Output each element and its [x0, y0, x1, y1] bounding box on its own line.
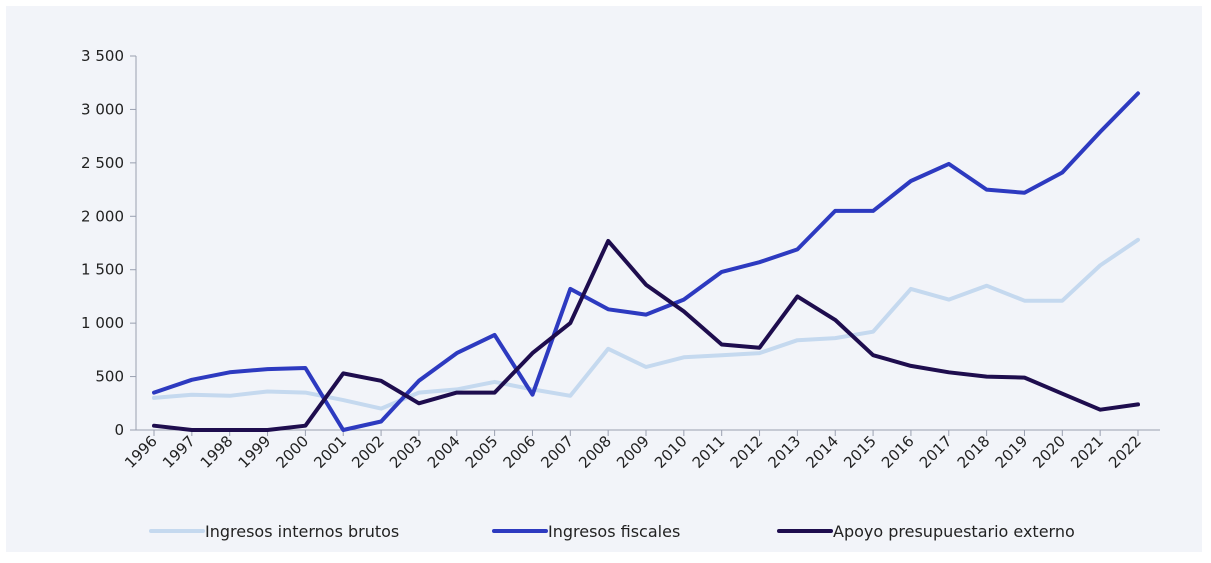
legend: Ingresos internos brutos Ingresos fiscale…: [149, 522, 1075, 541]
y-tick-label: 2 000: [81, 207, 124, 225]
x-tick-label: 2021: [1067, 432, 1107, 472]
x-tick-label: 1998: [197, 432, 237, 472]
x-tick-label: 2020: [1029, 432, 1069, 472]
x-tick-label: 2011: [689, 432, 729, 472]
y-tick-label: 0: [114, 421, 124, 439]
x-tick-label: 2013: [764, 432, 804, 472]
x-tick-label: 2006: [500, 432, 540, 472]
series-line-1: [152, 237, 1140, 411]
series-line-2: [152, 91, 1140, 432]
x-tick-label: 2002: [348, 432, 388, 472]
x-tick-label: 2008: [575, 432, 615, 472]
x-axis-ticks: 1996199719981999200020012002200320042005…: [121, 430, 1145, 472]
y-axis-ticks: 0 500 1 000 1 500 2 000 2 500 3 000 3 500: [81, 47, 136, 439]
x-tick-label: 2003: [386, 432, 426, 472]
x-tick-label: 2016: [878, 432, 918, 472]
x-tick-label: 2000: [272, 432, 312, 472]
y-tick-label: 1 500: [81, 261, 124, 279]
y-tick-label: 2 500: [81, 154, 124, 172]
x-tick-label: 2022: [1105, 432, 1145, 472]
x-tick-label: 2010: [651, 432, 691, 472]
legend-label: Ingresos fiscales: [548, 522, 680, 541]
x-tick-label: 1999: [235, 432, 275, 472]
chart-frame: 0 500 1 000 1 500 2 000 2 500 3 000 3 500 1996 1…: [6, 6, 1202, 552]
y-tick-label: 3 000: [81, 100, 124, 118]
y-tick-label: 1 000: [81, 314, 124, 332]
series-line-3: [152, 238, 1140, 432]
x-tick-label: 2014: [802, 432, 842, 472]
x-tick-label: 1996: [121, 432, 161, 472]
x-tick-label: 2012: [727, 432, 767, 472]
y-tick-label: 3 500: [81, 47, 124, 65]
series-lines: [152, 91, 1140, 432]
x-tick-label: 2017: [916, 432, 956, 472]
x-tick-label: 2004: [424, 432, 464, 472]
legend-label: Apoyo presupuestario externo: [833, 522, 1075, 541]
x-tick-label: 2019: [992, 432, 1032, 472]
x-tick-label: 2015: [840, 432, 880, 472]
x-tick-label: 2007: [537, 432, 577, 472]
x-tick-label: 1997: [159, 432, 199, 472]
x-tick-label: 2001: [310, 432, 350, 472]
y-tick-label: 500: [95, 368, 124, 386]
x-tick-label: 2005: [462, 432, 502, 472]
legend-label: Ingresos internos brutos: [205, 522, 399, 541]
x-tick-label: 2009: [613, 432, 653, 472]
x-tick-label: 2018: [954, 432, 994, 472]
